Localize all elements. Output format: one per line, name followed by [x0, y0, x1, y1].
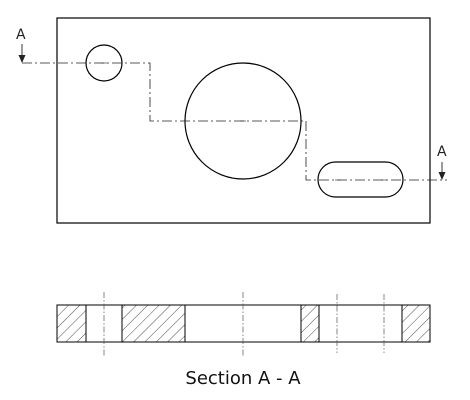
- slot: [317, 161, 404, 198]
- right-section-arrow-icon: [438, 172, 446, 180]
- section-solid-4: [401, 304, 431, 343]
- right-section-letter: A: [437, 144, 447, 160]
- section-view: Section A - A: [56, 292, 431, 389]
- section-solid-3: [300, 304, 320, 343]
- left-section-arrow-icon: [18, 55, 26, 63]
- section-solid-2: [121, 304, 186, 343]
- left-section-letter: A: [16, 27, 26, 43]
- right-section-marker: A: [437, 144, 447, 180]
- plate-outline: [56, 17, 431, 224]
- left-section-marker: A: [16, 27, 26, 63]
- section-hole-3: [319, 304, 402, 343]
- section-solid-1: [56, 304, 87, 343]
- top-view: A A: [16, 17, 447, 224]
- section-caption: Section A - A: [185, 368, 301, 389]
